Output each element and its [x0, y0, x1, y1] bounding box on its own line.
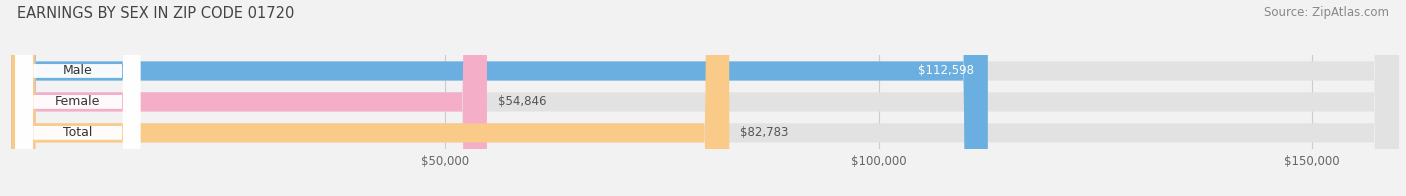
Text: $54,846: $54,846 — [498, 95, 547, 108]
Text: Female: Female — [55, 95, 101, 108]
Text: Source: ZipAtlas.com: Source: ZipAtlas.com — [1264, 6, 1389, 19]
Text: EARNINGS BY SEX IN ZIP CODE 01720: EARNINGS BY SEX IN ZIP CODE 01720 — [17, 6, 294, 21]
FancyBboxPatch shape — [11, 0, 486, 196]
Text: Total: Total — [63, 126, 93, 139]
Text: $82,783: $82,783 — [741, 126, 789, 139]
FancyBboxPatch shape — [15, 0, 141, 196]
Text: $112,598: $112,598 — [918, 64, 974, 77]
FancyBboxPatch shape — [11, 0, 1399, 196]
Text: Male: Male — [63, 64, 93, 77]
FancyBboxPatch shape — [15, 0, 141, 196]
FancyBboxPatch shape — [11, 0, 1399, 196]
FancyBboxPatch shape — [11, 0, 730, 196]
FancyBboxPatch shape — [11, 0, 988, 196]
FancyBboxPatch shape — [11, 0, 1399, 196]
FancyBboxPatch shape — [15, 0, 141, 196]
